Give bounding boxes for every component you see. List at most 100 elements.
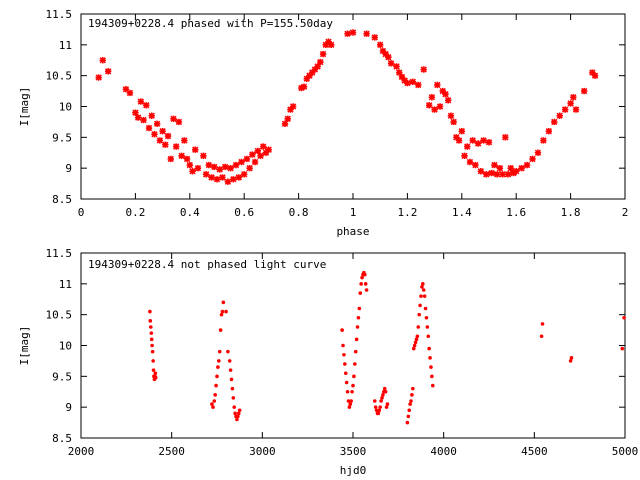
- data-point: [220, 309, 225, 314]
- data-point: [622, 315, 626, 320]
- data-point: [95, 74, 102, 81]
- data-point: [415, 334, 420, 339]
- data-point: [377, 41, 384, 49]
- data-point: [189, 168, 196, 175]
- y-tick-label: 8.5: [52, 193, 72, 206]
- data-point: [404, 79, 411, 87]
- data-point: [496, 164, 504, 172]
- data-point: [156, 137, 164, 144]
- data-point: [134, 114, 142, 121]
- data-point: [150, 343, 154, 348]
- x-tick-label: 0: [78, 206, 85, 219]
- data-point: [132, 109, 139, 116]
- x-tick-label: 0.8: [289, 206, 309, 219]
- data-point: [215, 374, 219, 379]
- data-point: [235, 417, 239, 422]
- data-point: [591, 72, 599, 79]
- data-point: [241, 171, 248, 178]
- data-point: [260, 143, 267, 150]
- data-point: [137, 98, 145, 105]
- data-point: [181, 137, 188, 144]
- data-point: [411, 386, 415, 391]
- data-point: [328, 41, 335, 49]
- data-point: [381, 393, 385, 397]
- data-point: [362, 272, 367, 277]
- data-point: [504, 171, 512, 178]
- data-point: [518, 164, 525, 172]
- data-point: [183, 155, 191, 163]
- data-point: [208, 174, 215, 181]
- data-point: [284, 115, 291, 123]
- data-point: [383, 389, 388, 394]
- data-point: [230, 386, 235, 391]
- data-point: [353, 349, 358, 354]
- data-point: [464, 143, 471, 150]
- data-point: [126, 89, 134, 97]
- data-point: [149, 325, 153, 329]
- data-point: [175, 118, 183, 126]
- data-point: [322, 41, 329, 49]
- data-point: [159, 127, 166, 135]
- plot-panel-1: 0 0.2 0.4 0.6 0.8 1 1.2 1.4 1.6 1.8 2 8.5 9 9.5 10 10.5…: [18, 8, 628, 238]
- y-tick-label: 10: [59, 340, 72, 353]
- data-point: [359, 282, 363, 286]
- data-point: [262, 149, 270, 156]
- data-point: [371, 34, 378, 41]
- data-point: [373, 405, 378, 409]
- x-tick-label: 4000: [430, 445, 457, 458]
- data-point: [281, 120, 289, 127]
- data-point: [219, 174, 226, 181]
- data-point: [364, 288, 369, 292]
- data-series: [95, 29, 599, 185]
- data-point: [529, 155, 536, 163]
- data-point: [424, 315, 429, 320]
- data-point: [257, 152, 264, 160]
- data-point: [99, 57, 106, 64]
- data-point: [219, 312, 224, 317]
- data-point: [232, 405, 237, 409]
- data-point: [143, 102, 150, 109]
- data-point: [353, 362, 357, 366]
- data-point: [148, 309, 152, 314]
- y-axis-label: I[mag]: [18, 87, 31, 127]
- data-point: [423, 306, 428, 311]
- data-point: [409, 78, 417, 86]
- data-point: [417, 312, 421, 317]
- data-point: [385, 402, 390, 406]
- data-point: [194, 164, 202, 172]
- data-point: [502, 134, 509, 141]
- data-point: [227, 164, 234, 172]
- data-point: [237, 408, 242, 413]
- data-point: [105, 68, 112, 75]
- data-point: [447, 112, 455, 119]
- data-point: [427, 346, 431, 351]
- data-point: [428, 94, 436, 101]
- data-point: [620, 346, 625, 351]
- data-point: [342, 352, 346, 357]
- data-point: [210, 402, 214, 406]
- x-tick-label: 2: [622, 206, 629, 219]
- y-tick-label: 10.5: [46, 309, 73, 322]
- data-point: [493, 171, 501, 178]
- data-point: [430, 374, 434, 379]
- y-tick-label: 10.5: [46, 70, 73, 83]
- x-axis-label: phase: [336, 225, 369, 238]
- data-point: [148, 319, 153, 323]
- data-point: [217, 359, 221, 363]
- data-point: [378, 405, 383, 409]
- data-point: [491, 161, 498, 169]
- data-point: [477, 168, 485, 175]
- data-point: [352, 374, 356, 379]
- data-point: [167, 155, 174, 163]
- data-point: [442, 90, 449, 98]
- y-axis-label: I[mag]: [18, 326, 31, 366]
- data-point: [372, 399, 377, 403]
- data-point: [231, 396, 236, 400]
- data-point: [407, 408, 412, 413]
- data-point: [306, 72, 313, 79]
- data-point: [422, 294, 427, 298]
- plot-panel-2: 2000 2500 3000 3500 4000 4500 5000 8.5 9 9.5 10 10.…: [18, 247, 638, 477]
- data-point: [540, 322, 545, 326]
- data-point: [226, 349, 230, 354]
- data-point: [213, 393, 217, 397]
